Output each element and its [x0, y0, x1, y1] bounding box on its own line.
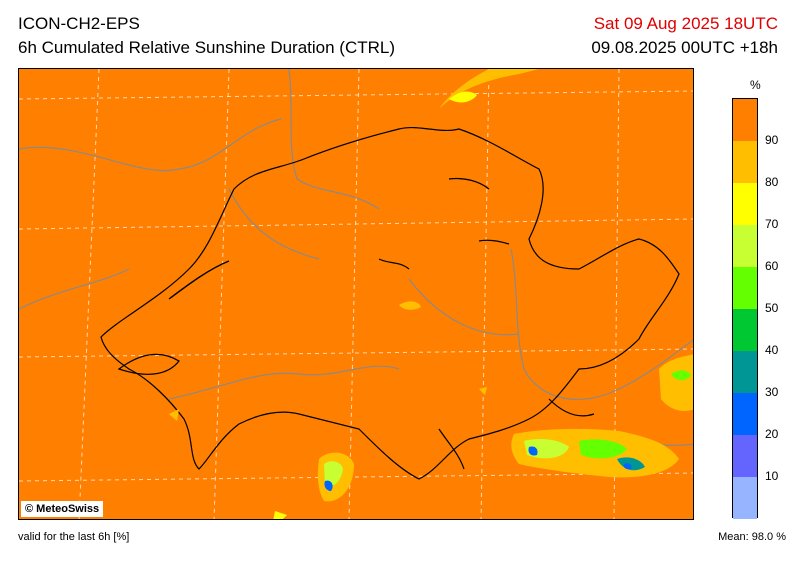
validity-note: valid for the last 6h [%] [18, 531, 130, 543]
legend-tick: 30 [765, 385, 779, 399]
legend-swatch [733, 267, 757, 309]
switzerland-outline [100, 126, 680, 480]
color-legend [732, 98, 758, 519]
legend-swatch [733, 477, 757, 519]
legend-tick: 10 [765, 469, 779, 483]
product-title: 6h Cumulated Relative Sunshine Duration … [18, 38, 396, 57]
legend-tick: 50 [765, 301, 779, 315]
legend-swatch [733, 183, 757, 225]
legend-unit: % [750, 78, 761, 92]
legend-tick: 40 [765, 343, 779, 357]
legend-swatch [733, 351, 757, 393]
borders [19, 69, 693, 446]
legend-swatch [733, 141, 757, 183]
map-panel: © MeteoSwiss [18, 68, 694, 520]
legend-tick: 90 [765, 133, 779, 147]
copyright-label: © MeteoSwiss [21, 501, 104, 517]
legend-tick: 60 [765, 259, 779, 273]
model-title: ICON-CH2-EPS [18, 14, 140, 33]
legend-swatch [733, 309, 757, 351]
legend-swatch [733, 225, 757, 267]
legend-swatch [733, 393, 757, 435]
legend-swatch [733, 99, 757, 141]
run-info: 09.08.2025 00UTC +18h [591, 38, 778, 57]
legend-swatch [733, 435, 757, 477]
legend-tick: 80 [765, 175, 779, 189]
mean-value: Mean: 98.0 % [718, 531, 786, 543]
legend-tick: 70 [765, 217, 779, 231]
graticule [19, 69, 693, 519]
legend-tick: 20 [765, 427, 779, 441]
map-canvas [19, 69, 693, 519]
precip-patches [169, 69, 693, 519]
valid-time: Sat 09 Aug 2025 18UTC [593, 14, 778, 33]
